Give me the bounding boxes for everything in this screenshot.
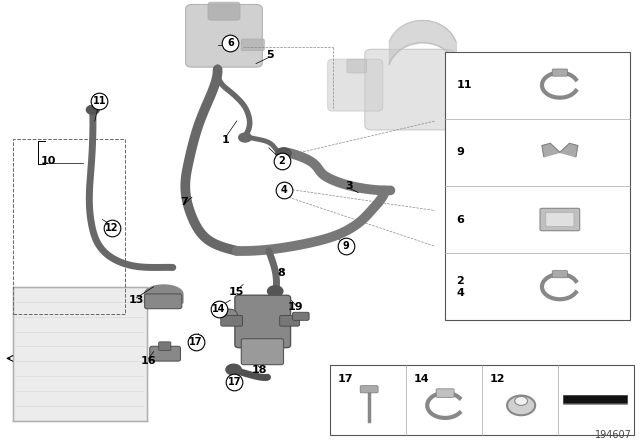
FancyBboxPatch shape [159,342,171,350]
Text: 12: 12 [105,223,119,233]
FancyBboxPatch shape [221,315,243,326]
FancyBboxPatch shape [552,69,568,76]
FancyBboxPatch shape [280,315,300,326]
Text: 2
4: 2 4 [456,276,464,297]
Text: 9: 9 [456,147,464,157]
FancyBboxPatch shape [241,39,264,51]
Text: 2: 2 [278,156,285,166]
FancyBboxPatch shape [347,59,367,73]
Text: 14: 14 [212,304,226,314]
Text: 3: 3 [346,181,353,191]
Text: 18: 18 [252,365,268,375]
FancyBboxPatch shape [552,271,568,278]
Text: 10: 10 [40,156,56,166]
Text: 9: 9 [342,241,349,251]
FancyBboxPatch shape [330,365,634,435]
Circle shape [239,133,252,142]
Text: 14: 14 [413,374,429,384]
Text: 13: 13 [129,295,144,305]
FancyBboxPatch shape [365,49,454,130]
Text: 19: 19 [288,302,303,312]
Circle shape [226,364,241,375]
Circle shape [515,396,527,405]
Text: 11: 11 [92,96,106,106]
Text: 5: 5 [266,50,274,60]
Circle shape [276,148,291,159]
Text: 7: 7 [180,197,188,207]
FancyBboxPatch shape [445,52,630,320]
FancyBboxPatch shape [360,386,378,393]
Circle shape [507,396,535,415]
FancyBboxPatch shape [546,212,574,227]
Text: 12: 12 [489,374,505,384]
Circle shape [86,105,99,114]
FancyBboxPatch shape [436,389,454,397]
Circle shape [221,309,237,321]
FancyBboxPatch shape [328,59,383,111]
Text: 6: 6 [456,215,464,224]
Text: 17: 17 [227,377,241,387]
FancyBboxPatch shape [241,339,284,365]
Text: 11: 11 [456,80,472,90]
Text: 194607: 194607 [595,430,632,440]
Polygon shape [560,143,578,157]
FancyBboxPatch shape [150,346,180,361]
Text: 16: 16 [141,356,156,366]
FancyBboxPatch shape [145,294,182,309]
Text: 17: 17 [189,337,203,347]
FancyBboxPatch shape [186,4,262,67]
FancyBboxPatch shape [540,208,580,231]
Text: 4: 4 [280,185,287,195]
Text: 6: 6 [227,38,234,47]
Circle shape [268,286,283,297]
FancyBboxPatch shape [235,295,291,348]
Text: 8: 8 [278,268,285,278]
FancyBboxPatch shape [208,2,240,20]
Text: 17: 17 [337,374,353,384]
Text: 1: 1 [221,135,229,145]
FancyBboxPatch shape [563,395,627,403]
FancyBboxPatch shape [13,287,147,421]
Polygon shape [542,143,560,157]
FancyBboxPatch shape [292,312,309,320]
Text: 15: 15 [229,287,244,297]
